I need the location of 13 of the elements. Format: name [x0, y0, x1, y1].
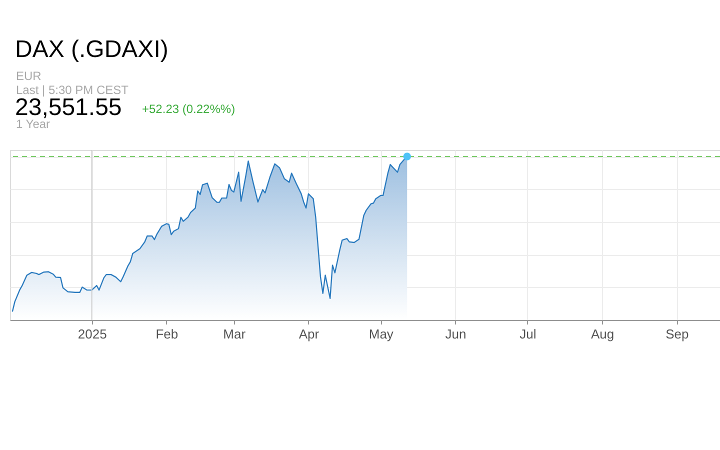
x-tick-label: Aug	[590, 326, 614, 342]
x-tick-label: Feb	[156, 326, 178, 342]
text: Last | 5:30 PM CEST	[16, 83, 130, 97]
x-tick-label: Sep	[666, 326, 689, 342]
text: +52.23 (0.22%%)	[142, 102, 236, 116]
x-tick-label: Jun	[445, 326, 466, 342]
x-tick-label: 2025	[78, 326, 107, 342]
x-tick-label: Mar	[223, 326, 246, 342]
text: EUR	[16, 69, 42, 83]
chart-title: DAX (.GDAXI)	[15, 36, 168, 63]
x-tick-label: Jul	[520, 326, 536, 342]
x-tick-label: May	[368, 326, 394, 342]
x-tick-label: Apr	[298, 326, 320, 342]
